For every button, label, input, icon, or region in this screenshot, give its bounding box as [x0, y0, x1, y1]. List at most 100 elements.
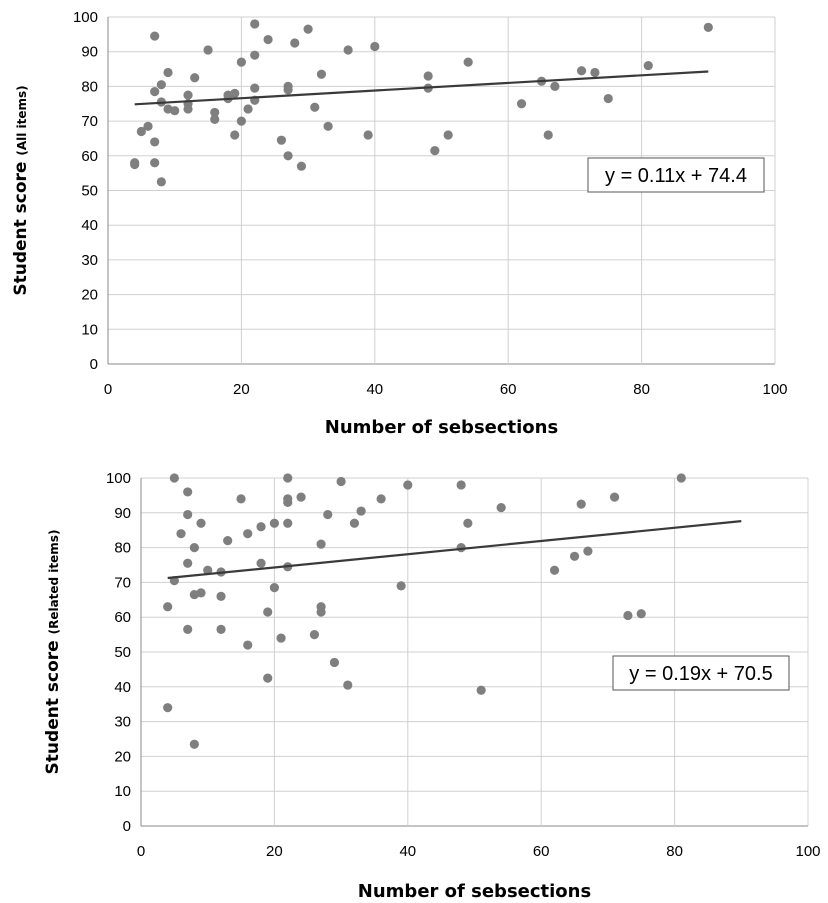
data-point: [210, 107, 220, 118]
data-point: [169, 473, 179, 483]
data-point: [283, 497, 293, 507]
data-point: [569, 551, 580, 561]
data-point: [170, 106, 180, 116]
data-point: [163, 602, 173, 612]
data-point: [150, 158, 160, 168]
data-point: [516, 99, 527, 109]
data-point: [283, 151, 293, 161]
data-points: [163, 473, 686, 749]
data-point: [543, 130, 553, 140]
y-tick-label: 50: [114, 644, 131, 661]
data-point: [250, 50, 260, 60]
y-tick-label: 100: [106, 470, 131, 487]
y-tick-label: 30: [114, 714, 131, 731]
data-point: [163, 67, 173, 78]
data-point: [250, 83, 260, 93]
data-point: [623, 610, 633, 621]
data-point: [183, 487, 193, 497]
data-point: [329, 657, 340, 668]
data-point: [216, 591, 226, 601]
x-axis-label: Number of sebsections: [358, 881, 591, 902]
y-tick-label: 60: [114, 609, 131, 626]
y-tick-label: 20: [81, 287, 98, 304]
data-point: [643, 60, 653, 71]
gridlines: [140, 477, 809, 827]
y-tick-label: 0: [123, 818, 131, 835]
data-point: [263, 673, 273, 683]
data-point: [223, 536, 233, 546]
data-point: [156, 177, 166, 187]
y-axis-label-main: Student score: [43, 634, 63, 774]
data-point: [216, 624, 226, 634]
data-point: [230, 88, 240, 98]
data-point: [443, 130, 453, 140]
tick-labels: 0 10 20 30 40 50 60 70 80 90 100 0 20 40 60 80 100: [73, 9, 788, 398]
data-point: [183, 558, 193, 568]
data-point: [590, 67, 600, 78]
x-tick-label: 60: [533, 843, 550, 860]
data-point: [190, 73, 200, 83]
data-point: [150, 137, 160, 147]
trendline-equation: y = 0.19x + 70.5: [629, 663, 772, 685]
data-point: [269, 583, 279, 593]
data-point: [256, 558, 266, 568]
y-axis-label-main: Student score: [11, 156, 31, 296]
data-point: [210, 114, 220, 124]
y-axis-label-sub: (All items): [15, 85, 29, 155]
data-point: [136, 126, 146, 137]
data-point: [283, 518, 293, 528]
data-point: [603, 93, 613, 104]
y-tick-label: 50: [81, 183, 98, 200]
data-point: [203, 45, 213, 55]
data-point: [296, 492, 306, 502]
x-tick-label: 0: [137, 843, 145, 860]
data-point: [243, 640, 253, 650]
data-point: [236, 57, 246, 67]
data-point: [609, 492, 620, 502]
data-point: [550, 81, 560, 91]
data-point: [309, 630, 320, 640]
x-tick-label: 0: [104, 381, 112, 398]
data-point: [296, 161, 307, 171]
data-point: [496, 502, 506, 513]
data-point: [256, 522, 266, 532]
data-point: [363, 130, 373, 140]
data-point: [576, 499, 586, 509]
data-point: [396, 581, 406, 591]
y-tick-label: 70: [81, 113, 98, 130]
data-point: [316, 539, 326, 549]
data-point: [376, 494, 386, 504]
data-point: [343, 680, 353, 690]
data-point: [316, 69, 327, 79]
data-point: [283, 85, 293, 95]
data-point: [236, 494, 246, 504]
y-tick-label: 60: [81, 148, 98, 165]
data-point: [636, 609, 646, 619]
y-tick-label: 0: [90, 356, 98, 373]
data-point: [203, 565, 213, 575]
x-tick-label: 20: [233, 381, 250, 398]
data-point: [236, 116, 246, 126]
x-tick-label: 60: [500, 381, 517, 398]
y-tick-label: 70: [114, 574, 131, 591]
data-point: [230, 130, 240, 140]
y-axis-label: Student score (Related items): [43, 530, 63, 775]
data-point: [263, 607, 273, 617]
trendline-equation-box: y = 0.19x + 70.5: [612, 655, 790, 691]
x-tick-label: 80: [633, 381, 650, 398]
data-point: [189, 739, 199, 749]
data-point: [583, 546, 593, 556]
y-tick-label: 10: [114, 783, 131, 800]
data-point: [183, 509, 193, 520]
data-point: [276, 633, 286, 643]
y-tick-label: 10: [81, 321, 98, 338]
data-point: [196, 588, 206, 598]
data-point: [430, 145, 440, 156]
data-point: [356, 506, 366, 516]
scatter-chart-all-items: 0 10 20 30 40 50 60 70 80 90 100 0 20 40 60 80 100 y = 0…: [11, 9, 788, 438]
y-tick-label: 40: [81, 217, 98, 234]
x-tick-label: 40: [399, 843, 416, 860]
trendline-equation: y = 0.11x + 74.4: [605, 165, 747, 187]
data-point: [183, 104, 193, 114]
trendline: [167, 520, 742, 580]
